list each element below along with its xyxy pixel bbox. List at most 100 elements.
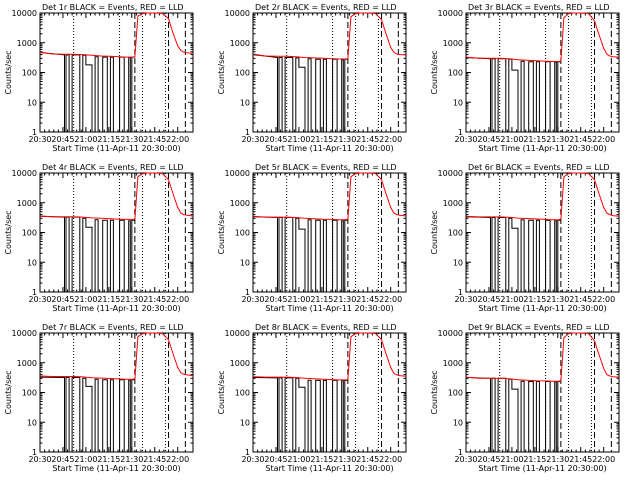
y-tick-label: 100 bbox=[235, 69, 250, 78]
x-tick-label: 20:30 bbox=[454, 135, 477, 144]
y-tick-label: 10 bbox=[453, 418, 463, 427]
y-tick-label: 1 bbox=[458, 128, 463, 137]
y-tick-label: 1 bbox=[245, 128, 250, 137]
plot-frame bbox=[252, 12, 407, 133]
series-lld-line bbox=[252, 172, 407, 221]
series-events-line bbox=[252, 216, 348, 293]
series-events-line bbox=[39, 215, 135, 293]
y-tick-label: 10 bbox=[27, 98, 37, 107]
y-tick-label: 1 bbox=[32, 128, 37, 137]
y-tick-label: 10000 bbox=[225, 9, 250, 18]
x-axis-label: Start Time (11-Apr-11 20:30:00) bbox=[478, 464, 606, 473]
y-axis-label: Counts/sec bbox=[4, 50, 13, 94]
x-tick-label: 21:45 bbox=[569, 455, 592, 464]
y-axis-label: Counts/sec bbox=[430, 210, 439, 254]
x-tick-label: 20:45 bbox=[264, 455, 287, 464]
x-tick-label: 21:30 bbox=[333, 135, 356, 144]
x-tick-label: 21:15 bbox=[310, 295, 333, 304]
x-tick-label: 22:00 bbox=[379, 135, 402, 144]
x-tick-label: 21:00 bbox=[74, 135, 97, 144]
y-tick-label: 10000 bbox=[225, 169, 250, 178]
y-tick-label: 1000 bbox=[230, 39, 250, 48]
x-axis-label: Start Time (11-Apr-11 20:30:00) bbox=[265, 144, 393, 153]
x-tick-label: 21:15 bbox=[523, 135, 546, 144]
x-axis-label: Start Time (11-Apr-11 20:30:00) bbox=[478, 304, 606, 313]
x-tick-label: 21:15 bbox=[97, 455, 120, 464]
y-tick-label: 10000 bbox=[225, 329, 250, 338]
x-tick-label: 20:45 bbox=[51, 455, 74, 464]
series-lld-line bbox=[39, 332, 194, 380]
y-tick-label: 100 bbox=[235, 229, 250, 238]
x-tick-label: 21:30 bbox=[546, 295, 569, 304]
x-tick-label: 21:00 bbox=[74, 295, 97, 304]
series-events-line bbox=[465, 57, 561, 133]
series-events-line bbox=[252, 54, 348, 133]
x-tick-label: 21:15 bbox=[97, 135, 120, 144]
x-tick-label: 20:30 bbox=[454, 455, 477, 464]
y-axis-label: Counts/sec bbox=[430, 370, 439, 414]
y-tick-label: 10000 bbox=[438, 169, 463, 178]
y-tick-label: 1 bbox=[32, 448, 37, 457]
x-tick-label: 20:30 bbox=[454, 295, 477, 304]
plot-frame bbox=[252, 332, 407, 453]
y-tick-label: 10000 bbox=[12, 9, 37, 18]
x-tick-label: 20:30 bbox=[241, 295, 264, 304]
chart-panel-2: Det 2r BLACK = Events, RED = LLD 1 10 100 10… bbox=[217, 3, 407, 153]
chart-panel-6: Det 6r BLACK = Events, RED = LLD 1 10 100 10… bbox=[430, 163, 620, 313]
series-events-line bbox=[252, 377, 348, 453]
x-tick-label: 21:30 bbox=[546, 135, 569, 144]
x-tick-label: 22:00 bbox=[592, 455, 615, 464]
x-tick-label: 22:00 bbox=[592, 135, 615, 144]
x-tick-label: 20:30 bbox=[28, 295, 51, 304]
x-tick-label: 20:45 bbox=[51, 295, 74, 304]
y-tick-label: 10 bbox=[240, 258, 250, 267]
x-tick-label: 22:00 bbox=[166, 295, 189, 304]
plot-frame bbox=[252, 172, 407, 293]
y-tick-label: 1000 bbox=[443, 39, 463, 48]
x-tick-label: 21:15 bbox=[97, 295, 120, 304]
x-tick-label: 21:00 bbox=[287, 455, 310, 464]
x-tick-label: 21:45 bbox=[356, 455, 379, 464]
x-tick-label: 22:00 bbox=[379, 295, 402, 304]
x-axis-label: Start Time (11-Apr-11 20:30:00) bbox=[52, 144, 180, 153]
chart-panel-5: Det 5r BLACK = Events, RED = LLD 1 10 100 10… bbox=[217, 163, 407, 313]
x-tick-label: 21:30 bbox=[120, 295, 143, 304]
plot-frame bbox=[39, 12, 194, 133]
y-tick-label: 100 bbox=[22, 389, 37, 398]
series-events-line bbox=[465, 377, 561, 453]
y-tick-label: 1 bbox=[245, 288, 250, 297]
y-axis-label: Counts/sec bbox=[217, 370, 226, 414]
x-tick-label: 21:15 bbox=[310, 455, 333, 464]
plot-frame bbox=[465, 172, 620, 293]
chart-title: Det 8r BLACK = Events, RED = LLD bbox=[255, 323, 397, 332]
y-tick-label: 10 bbox=[27, 258, 37, 267]
y-tick-label: 1000 bbox=[17, 39, 37, 48]
y-tick-label: 1 bbox=[458, 288, 463, 297]
y-tick-label: 10000 bbox=[438, 329, 463, 338]
x-axis-label: Start Time (11-Apr-11 20:30:00) bbox=[265, 304, 393, 313]
y-tick-label: 100 bbox=[235, 389, 250, 398]
x-tick-label: 20:30 bbox=[241, 135, 264, 144]
x-axis-label: Start Time (11-Apr-11 20:30:00) bbox=[265, 464, 393, 473]
x-tick-label: 21:30 bbox=[333, 455, 356, 464]
x-tick-label: 21:15 bbox=[523, 295, 546, 304]
x-tick-label: 21:45 bbox=[569, 135, 592, 144]
y-tick-label: 1000 bbox=[443, 199, 463, 208]
x-tick-label: 20:30 bbox=[28, 135, 51, 144]
x-tick-label: 21:00 bbox=[287, 135, 310, 144]
y-tick-label: 1000 bbox=[230, 359, 250, 368]
x-tick-label: 21:00 bbox=[500, 295, 523, 304]
x-tick-label: 21:00 bbox=[287, 295, 310, 304]
y-axis-label: Counts/sec bbox=[4, 210, 13, 254]
series-events-line bbox=[39, 52, 135, 133]
series-lld-line bbox=[252, 332, 407, 381]
x-tick-label: 21:30 bbox=[120, 455, 143, 464]
y-tick-label: 100 bbox=[22, 69, 37, 78]
plot-frame bbox=[39, 332, 194, 453]
series-lld-line bbox=[465, 12, 620, 62]
chart-panel-9: Det 9r BLACK = Events, RED = LLD 1 10 100 10… bbox=[430, 323, 620, 473]
x-tick-label: 21:30 bbox=[333, 295, 356, 304]
x-tick-label: 20:45 bbox=[264, 135, 287, 144]
chart-title: Det 4r BLACK = Events, RED = LLD bbox=[42, 163, 184, 172]
